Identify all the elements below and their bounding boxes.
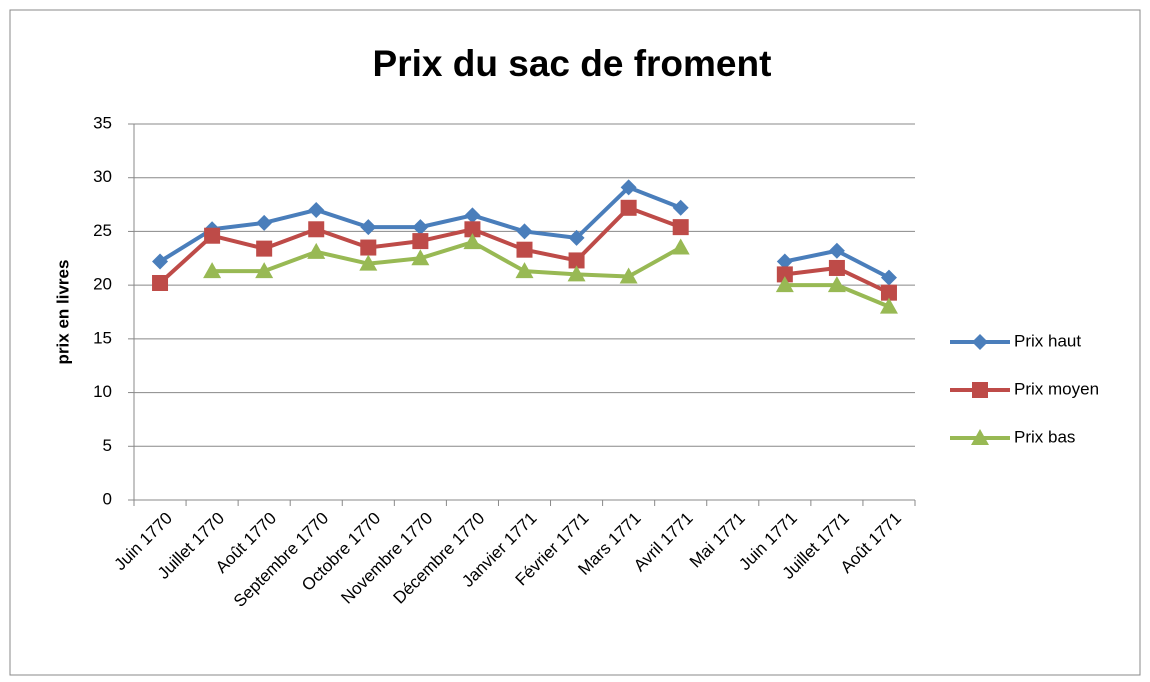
data-point (308, 221, 325, 238)
y-tick-label: 20 (93, 275, 112, 294)
data-point (776, 266, 793, 283)
y-tick-label: 30 (93, 167, 112, 186)
data-point (204, 227, 221, 244)
data-point (463, 233, 482, 250)
data-point (412, 233, 429, 250)
data-point (516, 241, 533, 258)
data-point (775, 276, 794, 293)
data-point (879, 297, 898, 314)
data-point (411, 249, 430, 266)
data-point (828, 259, 845, 276)
data-point (568, 252, 585, 269)
data-point (152, 274, 169, 291)
data-point (880, 284, 897, 301)
y-tick-label: 15 (93, 328, 112, 347)
data-point (620, 199, 637, 216)
chart-title: Prix du sac de froment (373, 43, 772, 84)
legend-label: Prix bas (1014, 427, 1075, 446)
data-point (828, 242, 845, 259)
data-point (776, 253, 793, 270)
data-point (567, 265, 586, 282)
data-point (203, 262, 222, 279)
legend-marker (972, 382, 988, 398)
data-point (827, 276, 846, 293)
data-point (671, 238, 690, 255)
data-point (256, 214, 273, 231)
data-point (672, 199, 689, 216)
y-tick-label: 35 (93, 113, 112, 132)
legend-marker (972, 334, 988, 350)
y-tick-label: 25 (93, 221, 112, 240)
data-point (880, 269, 897, 286)
data-point (568, 229, 585, 246)
data-point (308, 201, 325, 218)
data-point (307, 242, 326, 259)
legend-marker (971, 429, 989, 445)
legend-label: Prix haut (1014, 331, 1081, 350)
data-point (360, 219, 377, 236)
data-point (359, 254, 378, 271)
y-tick-label: 5 (103, 436, 112, 455)
y-tick-label: 0 (103, 489, 112, 508)
data-point (516, 223, 533, 240)
y-axis-label: prix en livres (53, 260, 72, 365)
data-point (256, 240, 273, 257)
data-point (255, 262, 274, 279)
data-point (464, 207, 481, 224)
data-point (360, 239, 377, 256)
data-point (672, 219, 689, 236)
data-point (619, 267, 638, 284)
y-tick-label: 10 (93, 382, 112, 401)
data-point (464, 221, 481, 238)
data-point (620, 179, 637, 196)
data-point (152, 253, 169, 270)
data-point (515, 262, 534, 279)
legend-label: Prix moyen (1014, 379, 1099, 398)
data-point (412, 219, 429, 236)
